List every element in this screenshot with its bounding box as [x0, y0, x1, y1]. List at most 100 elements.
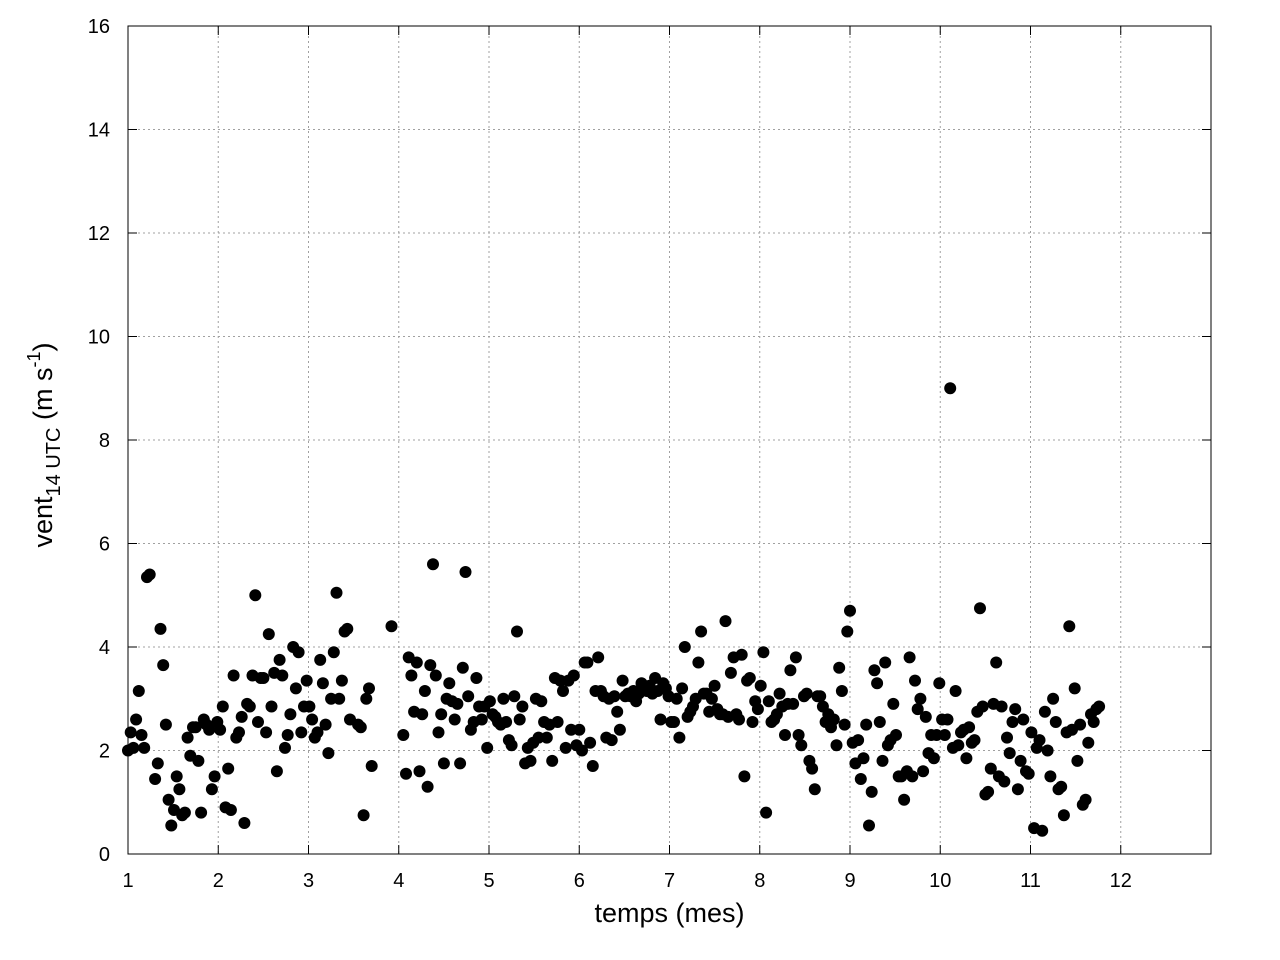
data-point: [906, 770, 919, 783]
data-point: [481, 741, 494, 754]
data-point: [470, 672, 483, 684]
data-point: [427, 558, 439, 571]
data-point: [760, 806, 773, 819]
axis-ticks: [127, 25, 1211, 855]
data-point: [654, 713, 667, 726]
data-point: [784, 664, 797, 677]
data-point: [830, 739, 843, 752]
y-tick-label: 4: [99, 637, 110, 659]
y-axis-label-superscript: -1: [24, 352, 44, 368]
data-point: [181, 731, 194, 744]
data-point: [243, 700, 256, 713]
x-tick-label: 6: [574, 870, 585, 892]
data-point: [311, 726, 324, 739]
data-point: [941, 713, 954, 726]
data-point: [535, 695, 548, 708]
data-point: [357, 809, 370, 822]
data-point: [135, 729, 148, 741]
data-point: [532, 731, 545, 744]
data-point: [708, 679, 721, 692]
data-point: [508, 690, 521, 703]
data-point: [1014, 754, 1027, 767]
data-point: [976, 700, 989, 713]
x-tick-label: 7: [664, 870, 675, 892]
data-point: [292, 646, 305, 659]
data-point: [814, 690, 827, 703]
data-point: [249, 589, 262, 602]
data-point: [1038, 705, 1051, 718]
data-point: [952, 739, 965, 752]
data-point: [1041, 744, 1054, 757]
data-point: [540, 731, 553, 744]
data-point: [1063, 620, 1076, 633]
data-point: [844, 604, 856, 617]
data-point: [195, 806, 208, 819]
data-point: [800, 687, 813, 700]
data-point: [124, 726, 137, 739]
data-point: [1047, 692, 1060, 705]
data-point: [960, 752, 973, 765]
y-axis-label-subscript: 14 UTC: [43, 428, 65, 497]
data-points: [122, 382, 1106, 837]
data-point: [779, 729, 791, 741]
x-tick-label: 12: [1110, 870, 1132, 892]
data-point: [890, 729, 902, 741]
data-point: [335, 674, 348, 687]
data-point: [930, 729, 943, 741]
data-point: [757, 646, 770, 659]
data-point: [995, 700, 1008, 713]
data-point: [459, 566, 472, 578]
data-point: [159, 718, 172, 731]
y-tick-label: 2: [99, 741, 110, 763]
data-point: [705, 692, 718, 705]
data-point: [584, 736, 597, 749]
x-tick-label: 2: [213, 870, 224, 892]
data-point: [738, 770, 751, 783]
x-tick-label: 4: [393, 870, 404, 892]
data-point: [497, 692, 510, 705]
data-point: [863, 819, 875, 832]
data-point: [165, 819, 178, 832]
data-point: [456, 661, 469, 674]
data-point: [363, 682, 375, 695]
data-point: [676, 682, 689, 695]
data-point: [567, 669, 580, 682]
data-point: [833, 661, 846, 674]
data-point: [475, 713, 488, 726]
data-point: [613, 723, 626, 736]
y-tick-label: 10: [88, 327, 110, 349]
data-point: [273, 653, 286, 666]
data-point: [854, 773, 867, 785]
data-point: [330, 586, 343, 599]
data-point: [316, 677, 329, 690]
plot-frame: [127, 25, 1212, 855]
data-point: [322, 747, 335, 760]
data-point: [208, 770, 221, 783]
data-point: [963, 721, 976, 734]
data-point: [257, 672, 270, 684]
data-point: [724, 666, 737, 679]
data-point: [887, 697, 900, 710]
data-point: [1074, 718, 1087, 731]
data-point: [260, 726, 273, 739]
data-point: [938, 729, 951, 741]
x-tick-label: 9: [844, 870, 855, 892]
data-point: [1033, 734, 1046, 747]
data-point: [871, 677, 884, 690]
data-point: [192, 754, 205, 767]
data-point: [678, 641, 691, 653]
data-point: [773, 687, 786, 700]
data-point: [143, 568, 156, 581]
data-point: [984, 762, 997, 775]
data-point: [162, 793, 175, 806]
data-point: [841, 625, 854, 638]
data-point: [968, 734, 981, 747]
data-point: [418, 685, 431, 697]
data-point: [616, 674, 629, 687]
x-tick-label: 1: [122, 870, 133, 892]
data-point: [303, 700, 316, 713]
data-point: [909, 674, 921, 687]
data-point: [500, 716, 513, 728]
data-point: [787, 697, 800, 710]
data-point: [462, 690, 475, 703]
